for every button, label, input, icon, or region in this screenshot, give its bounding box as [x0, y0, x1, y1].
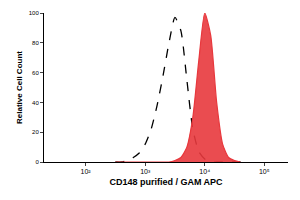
svg-text:0: 0 — [35, 159, 39, 165]
svg-text:10²: 10² — [81, 168, 92, 175]
svg-text:80: 80 — [32, 40, 39, 46]
svg-text:40: 40 — [32, 100, 39, 106]
svg-text:Relative Cell Count: Relative Cell Count — [15, 51, 24, 124]
svg-text:100: 100 — [29, 10, 40, 16]
svg-text:10³: 10³ — [140, 168, 151, 175]
svg-text:10⁵: 10⁵ — [259, 168, 270, 175]
svg-text:20: 20 — [32, 129, 39, 135]
svg-text:60: 60 — [32, 70, 39, 76]
svg-text:10⁴: 10⁴ — [199, 168, 210, 175]
svg-text:CD148 purified / GAM APC: CD148 purified / GAM APC — [109, 177, 223, 187]
